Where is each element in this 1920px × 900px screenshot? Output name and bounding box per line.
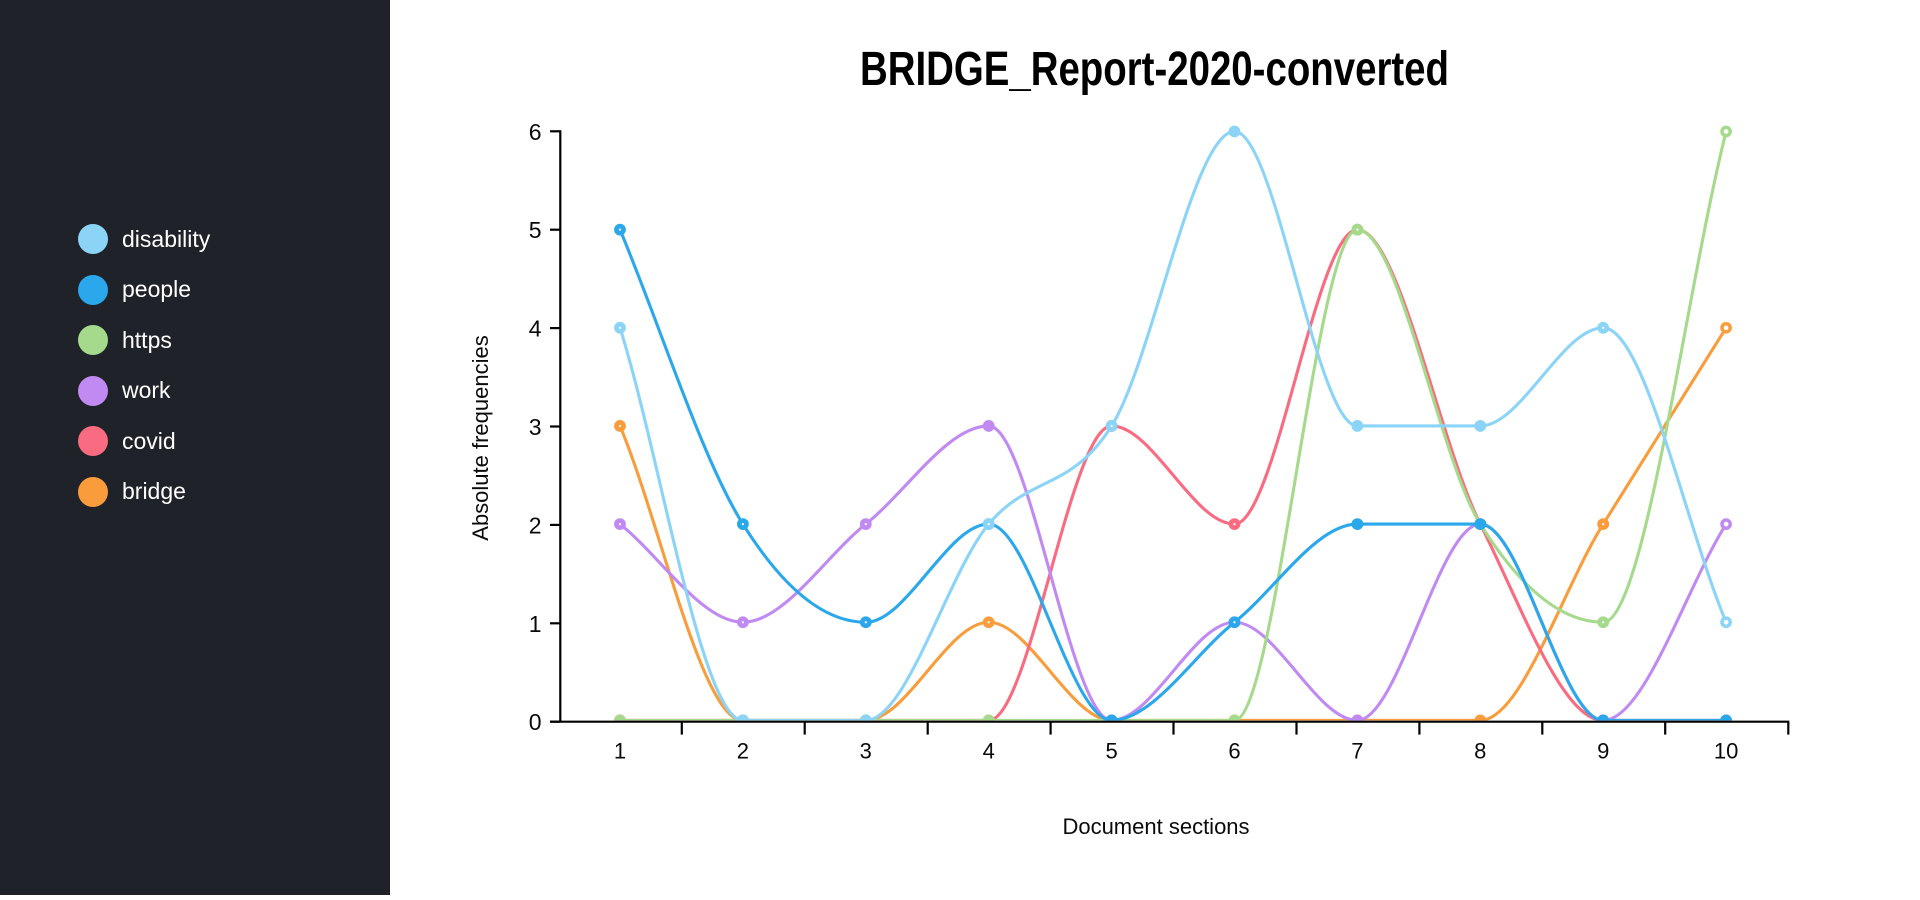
svg-text:Absolute frequencies: Absolute frequencies bbox=[468, 335, 493, 540]
svg-text:2: 2 bbox=[529, 512, 542, 538]
svg-text:2: 2 bbox=[737, 739, 749, 764]
svg-text:5: 5 bbox=[1105, 739, 1117, 764]
svg-text:6: 6 bbox=[1228, 739, 1240, 764]
svg-text:BRIDGE_Report-2020-converted: BRIDGE_Report-2020-converted bbox=[860, 43, 1449, 96]
svg-text:10: 10 bbox=[1714, 739, 1738, 764]
svg-text:Document sections: Document sections bbox=[1062, 814, 1249, 839]
svg-text:4: 4 bbox=[529, 316, 542, 342]
svg-text:1: 1 bbox=[529, 611, 542, 637]
svg-text:0: 0 bbox=[529, 709, 542, 735]
svg-text:5: 5 bbox=[529, 217, 542, 243]
svg-text:9: 9 bbox=[1597, 739, 1609, 764]
svg-text:1: 1 bbox=[614, 739, 626, 764]
svg-text:3: 3 bbox=[529, 414, 542, 440]
svg-text:4: 4 bbox=[983, 739, 995, 764]
svg-text:6: 6 bbox=[529, 119, 542, 145]
svg-text:8: 8 bbox=[1474, 739, 1486, 764]
svg-text:7: 7 bbox=[1351, 739, 1363, 764]
svg-text:3: 3 bbox=[860, 739, 872, 764]
